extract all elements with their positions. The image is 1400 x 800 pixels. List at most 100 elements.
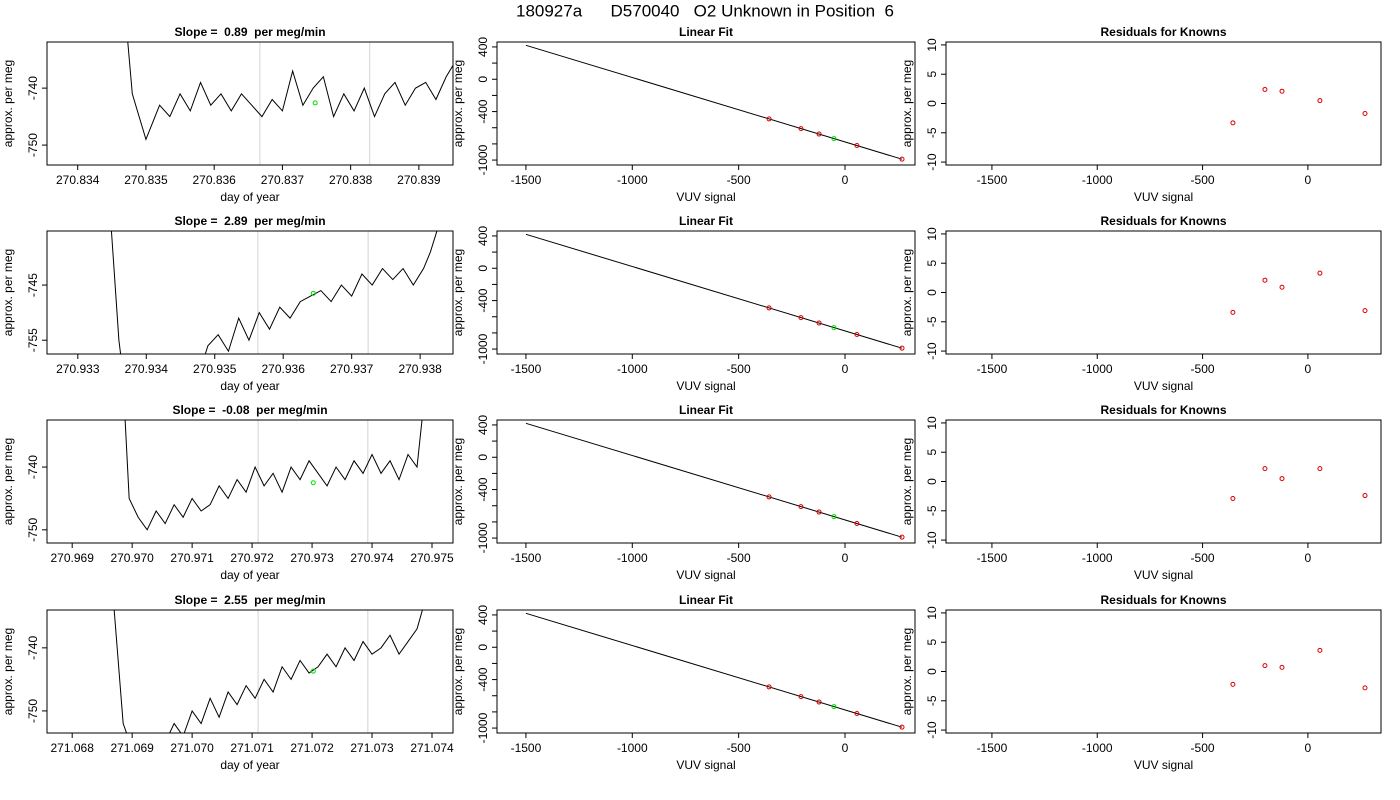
data-point	[899, 724, 905, 730]
figure-title: 180927a D570040 O2 Unknown in Position 6	[516, 1, 894, 20]
y-tick-label: -750	[26, 699, 40, 723]
x-tick-label: 270.969	[50, 551, 94, 565]
data-point	[1230, 495, 1236, 501]
x-tick-label: -500	[727, 362, 751, 376]
x-axis-label: day of year	[220, 568, 279, 582]
y-tick-label: 10	[925, 416, 939, 430]
data-point	[310, 290, 316, 296]
data-point	[899, 156, 905, 162]
panel: Residuals for Knowns VUV signal approx. pe…	[900, 214, 1382, 393]
x-tick-label: -1500	[511, 173, 542, 187]
data-point	[1317, 647, 1323, 653]
x-tick-label: 270.836	[192, 173, 236, 187]
data-point	[798, 694, 804, 700]
y-tick-label: 400	[476, 37, 490, 57]
x-tick-label: -1500	[511, 741, 542, 755]
data-point	[854, 521, 860, 527]
x-tick-label: 0	[1305, 741, 1312, 755]
y-tick-label: -10	[925, 721, 939, 739]
panel-title: Residuals for Knowns	[1100, 593, 1226, 607]
plot-frame	[46, 609, 454, 734]
y-tick-label: 400	[476, 226, 490, 246]
y-tick-label: 0	[476, 644, 490, 651]
x-tick-label: 0	[1305, 173, 1312, 187]
plot-frame	[945, 230, 1382, 355]
y-tick-label: -5	[925, 127, 939, 138]
x-tick-label: 270.935	[193, 362, 237, 376]
panel: Slope = -0.08 per meg/min day of year appr…	[1, 403, 454, 582]
x-tick-label: 0	[842, 551, 849, 565]
data-line	[525, 422, 903, 538]
y-tick-label: 0	[925, 100, 939, 107]
data-point	[1317, 466, 1323, 472]
y-axis-label: approx. per meg	[451, 60, 465, 147]
y-tick-label: -1000	[476, 522, 490, 553]
y-tick-label: 10	[925, 606, 939, 620]
data-point	[1362, 308, 1368, 314]
panel: Slope = 0.89 per meg/min day of year appro…	[1, 25, 454, 204]
x-tick-label: -500	[1191, 362, 1215, 376]
x-axis-label: VUV signal	[1134, 568, 1193, 582]
data-point	[1279, 664, 1285, 670]
y-tick-label: 0	[925, 478, 939, 485]
x-tick-label: -500	[727, 741, 751, 755]
x-tick-label: 270.938	[398, 362, 442, 376]
x-tick-label: -1500	[511, 551, 542, 565]
x-tick-label: -1500	[511, 362, 542, 376]
plot-frame	[945, 419, 1382, 544]
x-tick-label: 0	[1305, 551, 1312, 565]
x-tick-label: -1000	[1082, 551, 1113, 565]
data-point	[798, 315, 804, 321]
x-tick-label: -1000	[1082, 173, 1113, 187]
data-point	[816, 699, 822, 705]
x-tick-label: 270.937	[330, 362, 374, 376]
x-tick-label: 270.838	[329, 173, 373, 187]
panel-title: Slope = 2.89 per meg/min	[174, 214, 325, 228]
plot-area	[1230, 270, 1368, 315]
data-point	[1230, 309, 1236, 315]
x-tick-label: 0	[842, 741, 849, 755]
y-tick-label: 5	[925, 639, 939, 646]
y-tick-label: 0	[925, 668, 939, 675]
y-tick-label: 0	[476, 265, 490, 272]
data-point	[831, 325, 837, 331]
panel-title: Residuals for Knowns	[1100, 214, 1226, 228]
data-point	[766, 305, 772, 311]
data-point	[798, 504, 804, 510]
y-tick-label: -400	[476, 288, 490, 312]
data-point	[816, 131, 822, 137]
y-axis-label: approx. per meg	[1, 628, 15, 715]
x-tick-label: -1000	[1082, 741, 1113, 755]
plot-frame	[945, 609, 1382, 734]
data-line	[127, 42, 453, 141]
data-point	[899, 345, 905, 351]
x-tick-label: 270.934	[125, 362, 169, 376]
y-tick-label: 5	[925, 71, 939, 78]
x-tick-label: 0	[1305, 362, 1312, 376]
x-tick-label: -1000	[617, 741, 648, 755]
x-tick-label: 270.970	[110, 551, 154, 565]
y-tick-label: -1000	[476, 712, 490, 743]
data-line	[124, 420, 423, 531]
x-tick-label: 270.837	[261, 173, 305, 187]
data-point	[1317, 98, 1323, 104]
y-axis-label: approx. per meg	[900, 628, 914, 715]
data-point	[1262, 663, 1268, 669]
data-line	[525, 233, 903, 349]
data-point	[766, 116, 772, 122]
y-tick-label: -10	[925, 531, 939, 549]
panel: Linear Fit VUV signal approx. per meg -1500…	[451, 25, 916, 204]
x-axis-label: day of year	[220, 190, 279, 204]
panel-title: Residuals for Knowns	[1100, 403, 1226, 417]
y-tick-label: 5	[925, 260, 939, 267]
x-tick-label: 271.071	[230, 741, 274, 755]
x-axis-label: VUV signal	[1134, 190, 1193, 204]
y-axis-label: approx. per meg	[900, 438, 914, 525]
panel: Slope = 2.89 per meg/min day of year appro…	[1, 214, 454, 393]
y-tick-label: -755	[26, 328, 40, 352]
y-tick-label: 400	[476, 415, 490, 435]
x-tick-label: 271.072	[290, 741, 334, 755]
plot-frame	[496, 609, 916, 734]
panel: Residuals for Knowns VUV signal approx. pe…	[900, 593, 1382, 772]
